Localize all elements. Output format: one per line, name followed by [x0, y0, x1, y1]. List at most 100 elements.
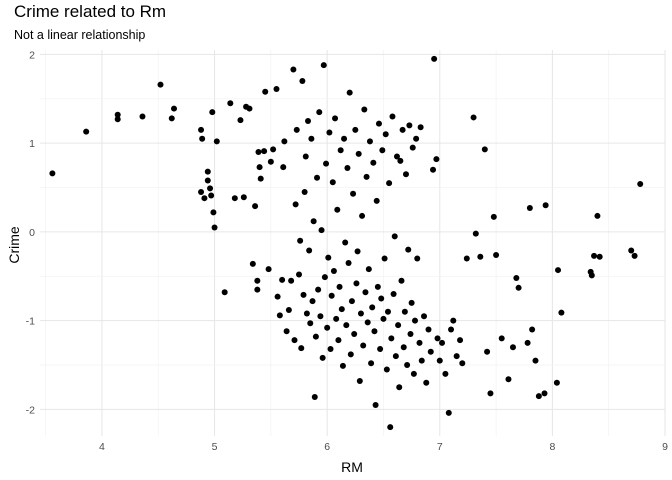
x-axis-ticks: 4 5 6 7 8 9: [99, 441, 668, 453]
data-point: [457, 337, 464, 344]
data-points: [49, 55, 644, 431]
data-point: [312, 333, 319, 340]
data-point: [631, 252, 638, 259]
data-point: [348, 298, 355, 305]
data-point: [296, 271, 303, 278]
data-point: [369, 304, 376, 311]
data-point: [398, 277, 405, 284]
y-tick-label: 1: [29, 138, 35, 150]
data-point: [320, 62, 327, 69]
data-point: [231, 195, 238, 202]
data-point: [364, 319, 371, 326]
data-point: [323, 160, 330, 167]
data-point: [337, 147, 344, 154]
data-point: [430, 166, 437, 173]
data-point: [380, 315, 387, 322]
data-point: [327, 346, 334, 353]
data-point: [315, 286, 322, 293]
data-point: [542, 202, 549, 209]
data-point: [377, 346, 384, 353]
x-tick-label: 9: [662, 441, 668, 453]
data-point: [414, 255, 421, 262]
data-point: [342, 239, 349, 246]
data-point: [301, 188, 308, 195]
data-point: [390, 291, 397, 298]
data-point: [591, 252, 598, 259]
data-point: [240, 194, 247, 201]
data-point: [310, 218, 317, 225]
data-point: [375, 120, 382, 127]
data-point: [307, 320, 314, 327]
data-point: [445, 409, 452, 416]
data-point: [255, 149, 262, 156]
x-tick-label: 4: [99, 441, 105, 453]
data-point: [302, 153, 309, 160]
data-point: [199, 135, 206, 142]
data-point: [309, 298, 316, 305]
data-point: [311, 393, 318, 400]
data-point: [361, 106, 368, 113]
data-point: [357, 310, 364, 317]
data-point: [210, 209, 217, 216]
data-point: [279, 276, 286, 283]
data-point: [339, 362, 346, 369]
data-point: [490, 213, 497, 220]
data-point: [316, 109, 323, 116]
data-point: [274, 293, 281, 300]
data-point: [553, 379, 560, 386]
data-point: [352, 126, 359, 133]
data-point: [402, 171, 409, 178]
chart-subtitle: Not a linear relationship: [14, 28, 146, 42]
data-point: [395, 322, 402, 329]
data-point: [383, 366, 390, 373]
data-point: [637, 180, 644, 187]
data-point: [401, 308, 408, 315]
data-point: [409, 144, 416, 151]
data-point: [372, 401, 379, 408]
data-point: [379, 147, 386, 154]
data-point: [410, 370, 417, 377]
data-point: [227, 100, 234, 107]
data-point: [363, 173, 370, 180]
data-point: [335, 337, 342, 344]
data-point: [412, 317, 418, 324]
data-point: [388, 335, 395, 342]
data-point: [291, 337, 298, 344]
data-point: [370, 159, 377, 166]
data-point: [450, 317, 457, 324]
data-point: [381, 255, 388, 262]
data-point: [293, 126, 300, 133]
data-point: [532, 357, 539, 364]
data-point: [300, 291, 307, 298]
data-point: [257, 175, 264, 182]
data-point: [417, 124, 424, 131]
data-point: [386, 180, 393, 187]
data-point: [596, 253, 603, 260]
data-point: [114, 111, 121, 118]
data-point: [406, 122, 413, 129]
data-point: [49, 170, 56, 177]
data-point: [433, 156, 440, 163]
data-point: [168, 115, 175, 122]
data-point: [407, 330, 414, 337]
data-point: [207, 185, 214, 192]
data-point: [209, 109, 216, 116]
data-point: [472, 230, 479, 237]
data-point: [397, 157, 404, 164]
data-point: [393, 153, 400, 160]
data-point: [418, 357, 425, 364]
data-point: [246, 105, 253, 112]
data-point: [628, 247, 635, 254]
data-point: [359, 212, 366, 219]
data-point: [252, 203, 259, 210]
data-point: [262, 88, 269, 95]
data-point: [558, 309, 565, 316]
data-point: [273, 86, 280, 93]
data-point: [254, 286, 261, 293]
data-point: [423, 379, 430, 386]
data-point: [373, 197, 380, 204]
data-point: [351, 330, 358, 337]
data-point: [389, 113, 396, 120]
data-point: [211, 224, 218, 231]
data-point: [413, 135, 420, 142]
